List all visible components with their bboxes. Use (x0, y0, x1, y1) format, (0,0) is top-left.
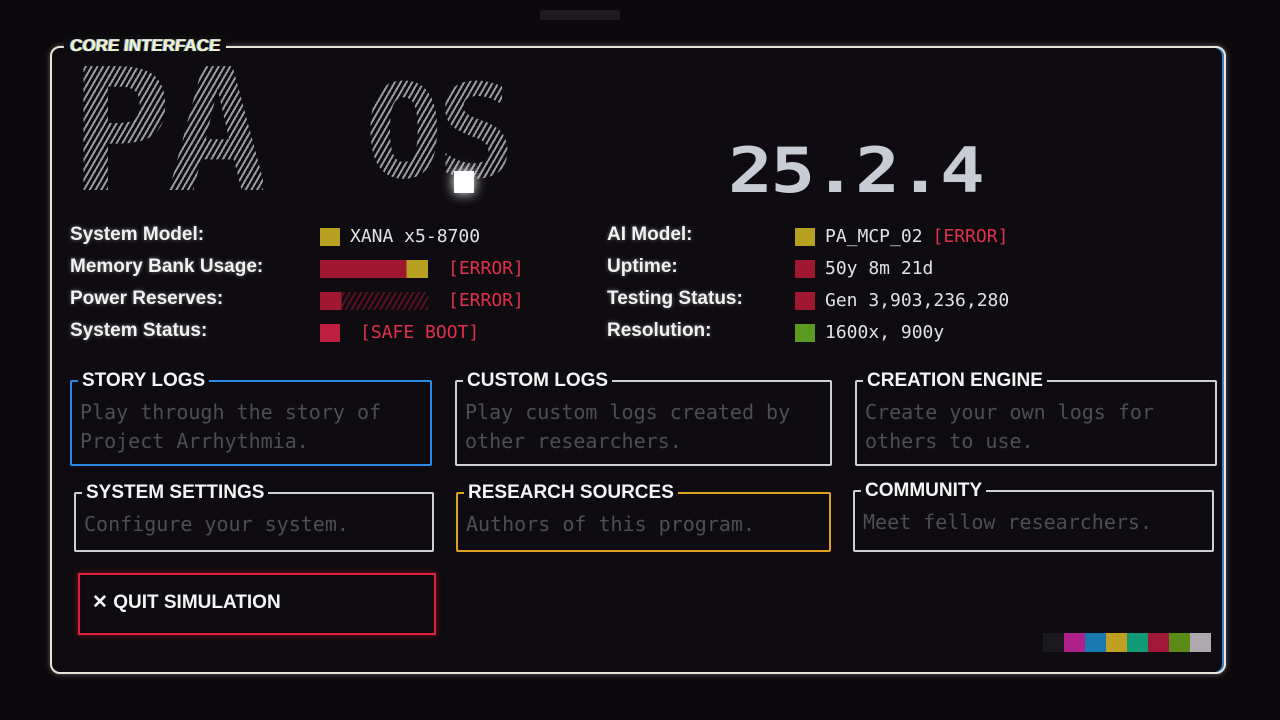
info-label: System Status: (70, 320, 208, 341)
card-description: Meet fellow researchers. (863, 510, 1152, 534)
info-label: AI Model: (607, 224, 693, 245)
status-swatch (795, 323, 815, 342)
menu-card-story-logs[interactable]: STORY LOGS Play through the story of Proj… (70, 370, 432, 466)
power-bar (320, 291, 428, 310)
palette-swatch (1148, 633, 1169, 652)
status-swatch (795, 227, 815, 246)
info-label: Memory Bank Usage: (70, 256, 264, 277)
logo-title-suffix: OS (364, 62, 510, 202)
top-notch (540, 10, 620, 20)
card-title: RESEARCH SOURCES (464, 482, 678, 504)
quit-simulation-button[interactable]: ✕ QUIT SIMULATION (78, 573, 436, 635)
value-text: PA_MCP_02 (825, 226, 923, 247)
status-swatch (795, 259, 815, 278)
status-text: [ERROR] (448, 290, 524, 311)
menu-card-system-settings[interactable]: SYSTEM SETTINGS Configure your system. (74, 482, 434, 552)
card-title: STORY LOGS (78, 370, 210, 392)
info-value: XANA x5-8700 (320, 226, 490, 247)
memory-bar (320, 259, 428, 278)
info-label: Testing Status: (607, 288, 743, 309)
menu-card-creation-engine[interactable]: CREATION ENGINE Create your own logs for … (855, 370, 1217, 466)
logo-title-main: PA (70, 62, 269, 202)
card-title: SYSTEM SETTINGS (82, 482, 269, 504)
palette-swatch (1106, 633, 1127, 652)
palette-swatch (1190, 633, 1211, 652)
logo-dot (454, 171, 474, 193)
info-label: Power Reserves: (70, 288, 224, 309)
status-swatch (320, 227, 340, 246)
status-swatch (795, 291, 815, 310)
info-label: System Model: (70, 224, 205, 245)
value-text: 50y 8m 21d (825, 258, 934, 279)
card-description: Play through the story of Project Arrhyt… (80, 400, 382, 453)
value-text: Gen 3,903,236,280 (825, 290, 1010, 311)
info-value: [ERROR] (320, 290, 524, 311)
info-value: Gen 3,903,236,280 (795, 290, 1019, 311)
color-palette (1043, 633, 1211, 652)
version-number: 25.2.4 (728, 134, 985, 207)
card-description: Create your own logs for others to use. (865, 400, 1154, 453)
status-swatch (320, 323, 340, 342)
info-value: 1600x, 900y (795, 322, 954, 343)
menu-card-custom-logs[interactable]: CUSTOM LOGS Play custom logs created by o… (455, 370, 832, 466)
x-icon: ✕ (92, 592, 108, 613)
info-label: Uptime: (607, 256, 678, 277)
card-title: CREATION ENGINE (863, 370, 1047, 392)
status-text: [ERROR] (932, 226, 1009, 247)
value-text: XANA x5-8700 (350, 226, 481, 247)
card-title: COMMUNITY (861, 480, 987, 502)
info-value: 50y 8m 21d (795, 258, 943, 279)
palette-swatch (1043, 633, 1064, 652)
status-text: [ERROR] (448, 258, 524, 279)
frame-label: CORE INTERFACE (62, 36, 228, 56)
card-description: Play custom logs created by other resear… (465, 400, 791, 453)
core-interface-frame (50, 46, 1226, 674)
value-text: 1600x, 900y (825, 322, 945, 343)
card-description: Configure your system. (84, 512, 349, 536)
quit-label: QUIT SIMULATION (113, 592, 281, 613)
info-value: [ERROR] (320, 258, 524, 279)
palette-swatch (1064, 633, 1085, 652)
info-label: Resolution: (607, 320, 712, 341)
palette-swatch (1169, 633, 1190, 652)
menu-card-community[interactable]: COMMUNITY Meet fellow researchers. (853, 480, 1214, 552)
palette-swatch (1127, 633, 1148, 652)
logo-title: PA OS (70, 62, 509, 202)
card-description: Authors of this program. (466, 512, 755, 536)
info-value: [SAFE BOOT] (320, 322, 479, 343)
menu-card-research-sources[interactable]: RESEARCH SOURCES Authors of this program. (456, 482, 831, 552)
info-value: PA_MCP_02 [ERROR] (795, 226, 1008, 247)
logo-title-gap (263, 62, 365, 202)
palette-swatch (1085, 633, 1106, 652)
status-text: [SAFE BOOT] (360, 322, 480, 343)
card-title: CUSTOM LOGS (463, 370, 613, 392)
